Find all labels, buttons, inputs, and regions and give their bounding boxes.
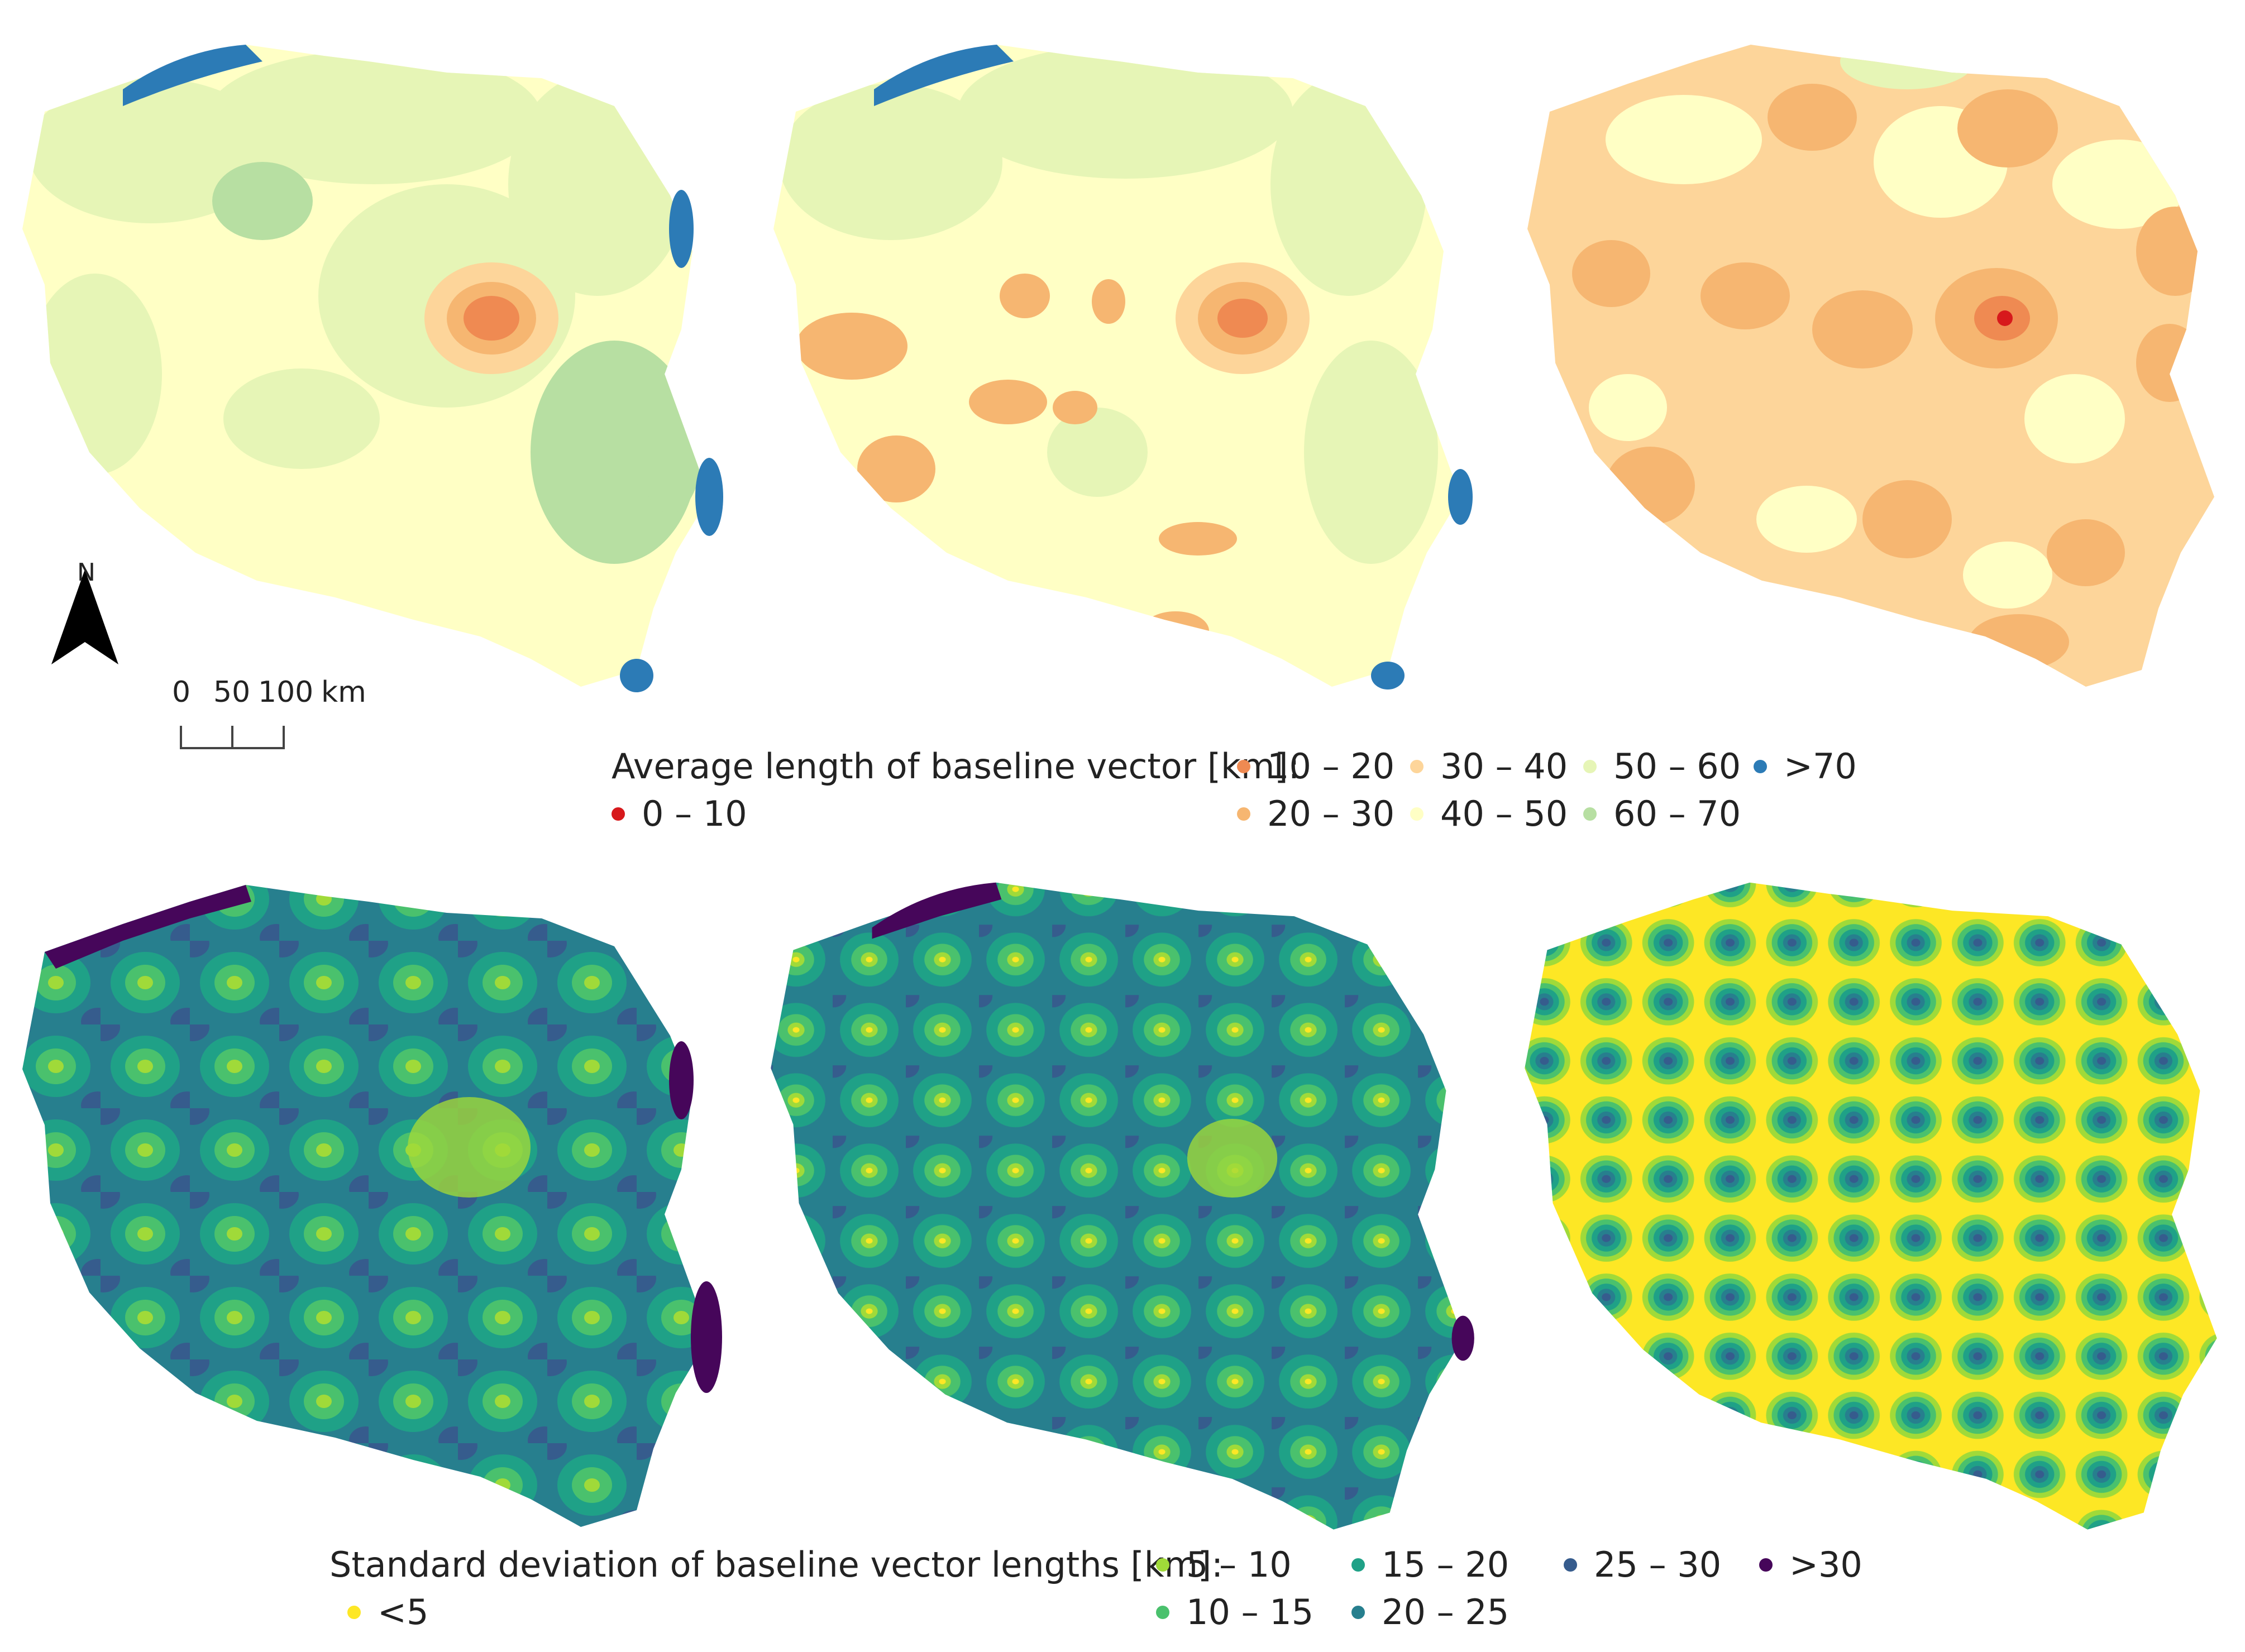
legend-swatch <box>1156 1606 1169 1619</box>
north-arrow-icon <box>51 569 118 664</box>
std-dev-legend: Standard deviation of baseline vector le… <box>0 1541 2245 1647</box>
scale-bar <box>180 726 285 749</box>
legend-swatch <box>1410 760 1424 773</box>
legend-item-25-30: 25 – 30 <box>1564 1541 1721 1589</box>
legend-swatch <box>1351 1558 1365 1572</box>
legend-item-0-10: 0 – 10 <box>612 790 747 838</box>
legend-swatch <box>1351 1606 1365 1619</box>
avg-length-legend: Average length of baseline vector [km]: … <box>0 743 2245 843</box>
legend-item-over-70: >70 <box>1754 743 1857 791</box>
legend-swatch <box>347 1606 361 1619</box>
legend-item-5-10: 5 – 10 <box>1156 1541 1292 1589</box>
std-dev-map-3 <box>1513 854 2239 1535</box>
legend-item-40-50: 40 – 50 <box>1410 790 1568 838</box>
avg-length-map-1 <box>11 17 732 692</box>
legend-label: >70 <box>1784 746 1857 787</box>
legend-item-60-70: 60 – 70 <box>1583 790 1741 838</box>
legend-item-over-30: >30 <box>1759 1541 1862 1589</box>
scale-label-0: 0 <box>172 676 191 709</box>
scale-label-unit: km <box>321 676 366 709</box>
legend-item-10-15: 10 – 15 <box>1156 1588 1313 1636</box>
north-label: N <box>77 558 95 587</box>
legend-item-15-20: 15 – 20 <box>1351 1541 1509 1589</box>
scale-label-50: 50 <box>213 676 251 709</box>
legend-swatch <box>1410 807 1424 821</box>
scale-label-100: 100 <box>258 676 314 709</box>
std-dev-map-2 <box>760 854 1485 1535</box>
legend-swatch <box>1583 760 1597 773</box>
legend-label: <5 <box>378 1592 429 1632</box>
legend-swatch <box>1237 760 1250 773</box>
legend-swatch <box>612 807 625 821</box>
std-dev-map-1 <box>11 854 732 1535</box>
legend-label: 0 – 10 <box>642 793 747 834</box>
legend-item-30-40: 30 – 40 <box>1410 743 1568 791</box>
legend-item-10-20: 10 – 20 <box>1237 743 1394 791</box>
legend-item-50-60: 50 – 60 <box>1583 743 1741 791</box>
legend-swatch <box>1583 807 1597 821</box>
legend-label: >30 <box>1789 1544 1862 1585</box>
legend-label: 5 – 10 <box>1186 1544 1292 1585</box>
legend-label: 15 – 20 <box>1382 1544 1510 1585</box>
legend-label: 40 – 50 <box>1440 793 1568 834</box>
legend-label: 25 – 30 <box>1594 1544 1722 1585</box>
legend-swatch <box>1156 1558 1169 1572</box>
legend-label: 60 – 70 <box>1613 793 1741 834</box>
avg-length-map-3 <box>1513 17 2239 692</box>
legend-swatch <box>1754 760 1767 773</box>
std-dev-legend-title: Standard deviation of baseline vector le… <box>329 1544 1224 1585</box>
legend-label: 30 – 40 <box>1440 746 1568 787</box>
legend-item-20-30: 20 – 30 <box>1237 790 1394 838</box>
legend-swatch <box>1759 1558 1773 1572</box>
legend-item-under-5: <5 <box>347 1588 428 1636</box>
legend-label: 50 – 60 <box>1613 746 1741 787</box>
legend-item-20-25: 20 – 25 <box>1351 1588 1509 1636</box>
legend-label: 20 – 25 <box>1382 1592 1510 1632</box>
legend-swatch <box>1237 807 1250 821</box>
legend-label: 10 – 15 <box>1186 1592 1314 1632</box>
legend-swatch <box>1564 1558 1577 1572</box>
avg-length-legend-title: Average length of baseline vector [km]: <box>612 746 1300 787</box>
legend-label: 10 – 20 <box>1267 746 1395 787</box>
avg-length-map-2 <box>760 17 1485 692</box>
legend-label: 20 – 30 <box>1267 793 1395 834</box>
